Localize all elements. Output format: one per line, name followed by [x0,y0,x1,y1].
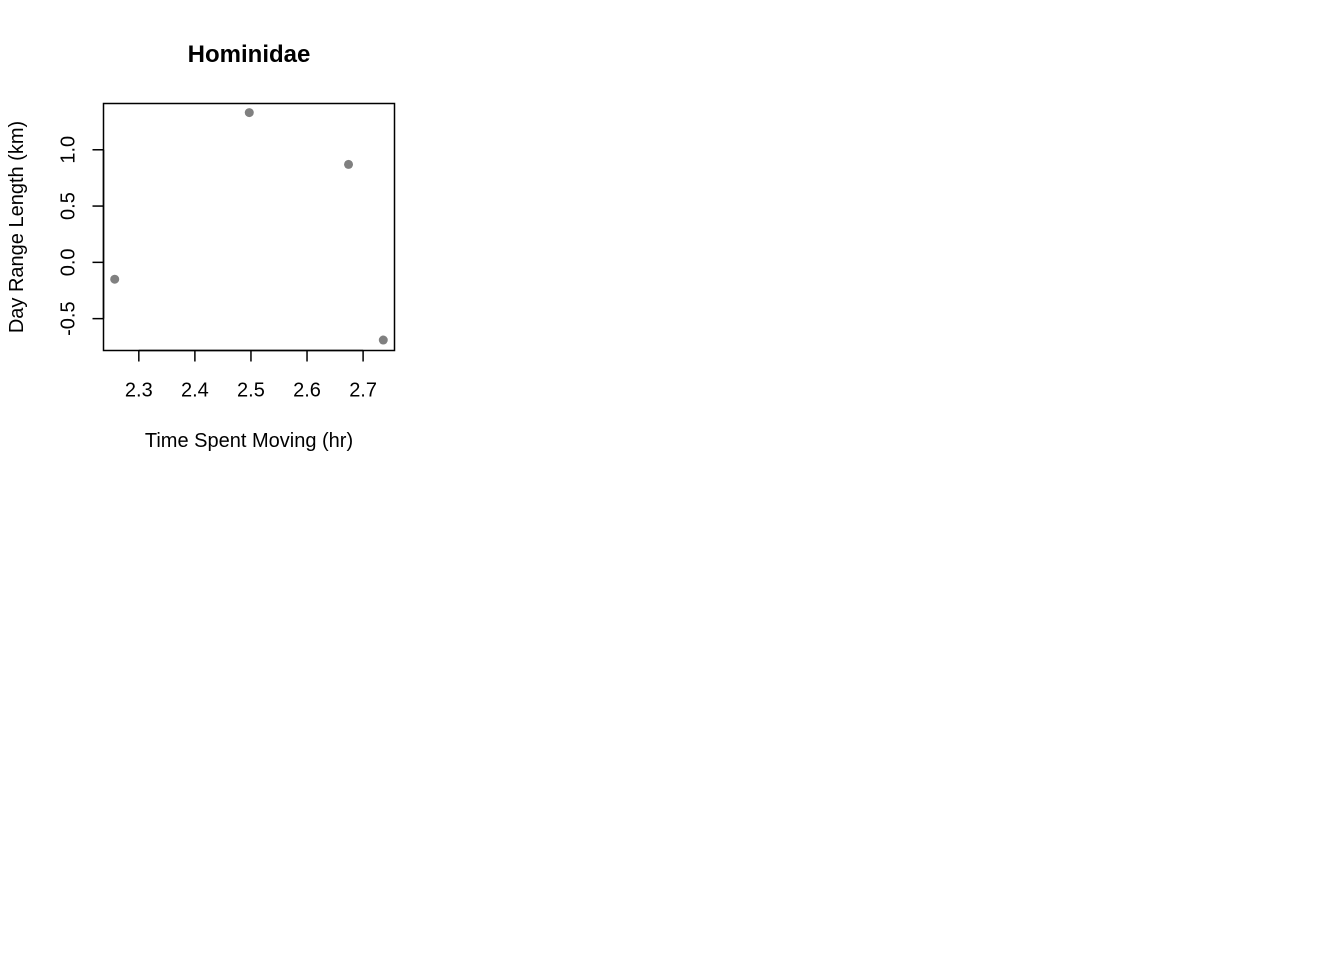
data-point [344,159,354,169]
data-point [378,335,388,345]
y-tick-label: -0.5 [58,301,80,335]
chart-title: Hominidae [188,41,311,68]
y-axis: -0.5 0.0 0.5 1.0 [58,136,105,336]
x-axis-label: Time Spent Moving (hr) [145,430,353,452]
x-tick-label: 2.6 [293,380,321,402]
data-points [110,108,388,345]
x-tick-label: 2.3 [125,380,153,402]
x-tick-label: 2.5 [237,380,265,402]
x-axis: 2.3 2.4 2.5 2.6 2.7 [125,349,377,402]
y-tick-label: 1.0 [58,136,80,164]
data-point [244,108,254,118]
x-tick-label: 2.7 [349,380,377,402]
y-tick-label: 0.0 [58,248,80,276]
plot-frame [102,102,396,352]
x-tick-label: 2.4 [181,380,209,402]
data-point [110,274,120,284]
y-axis-label: Day Range Length (km) [6,121,28,333]
y-tick-label: 0.5 [58,192,80,220]
